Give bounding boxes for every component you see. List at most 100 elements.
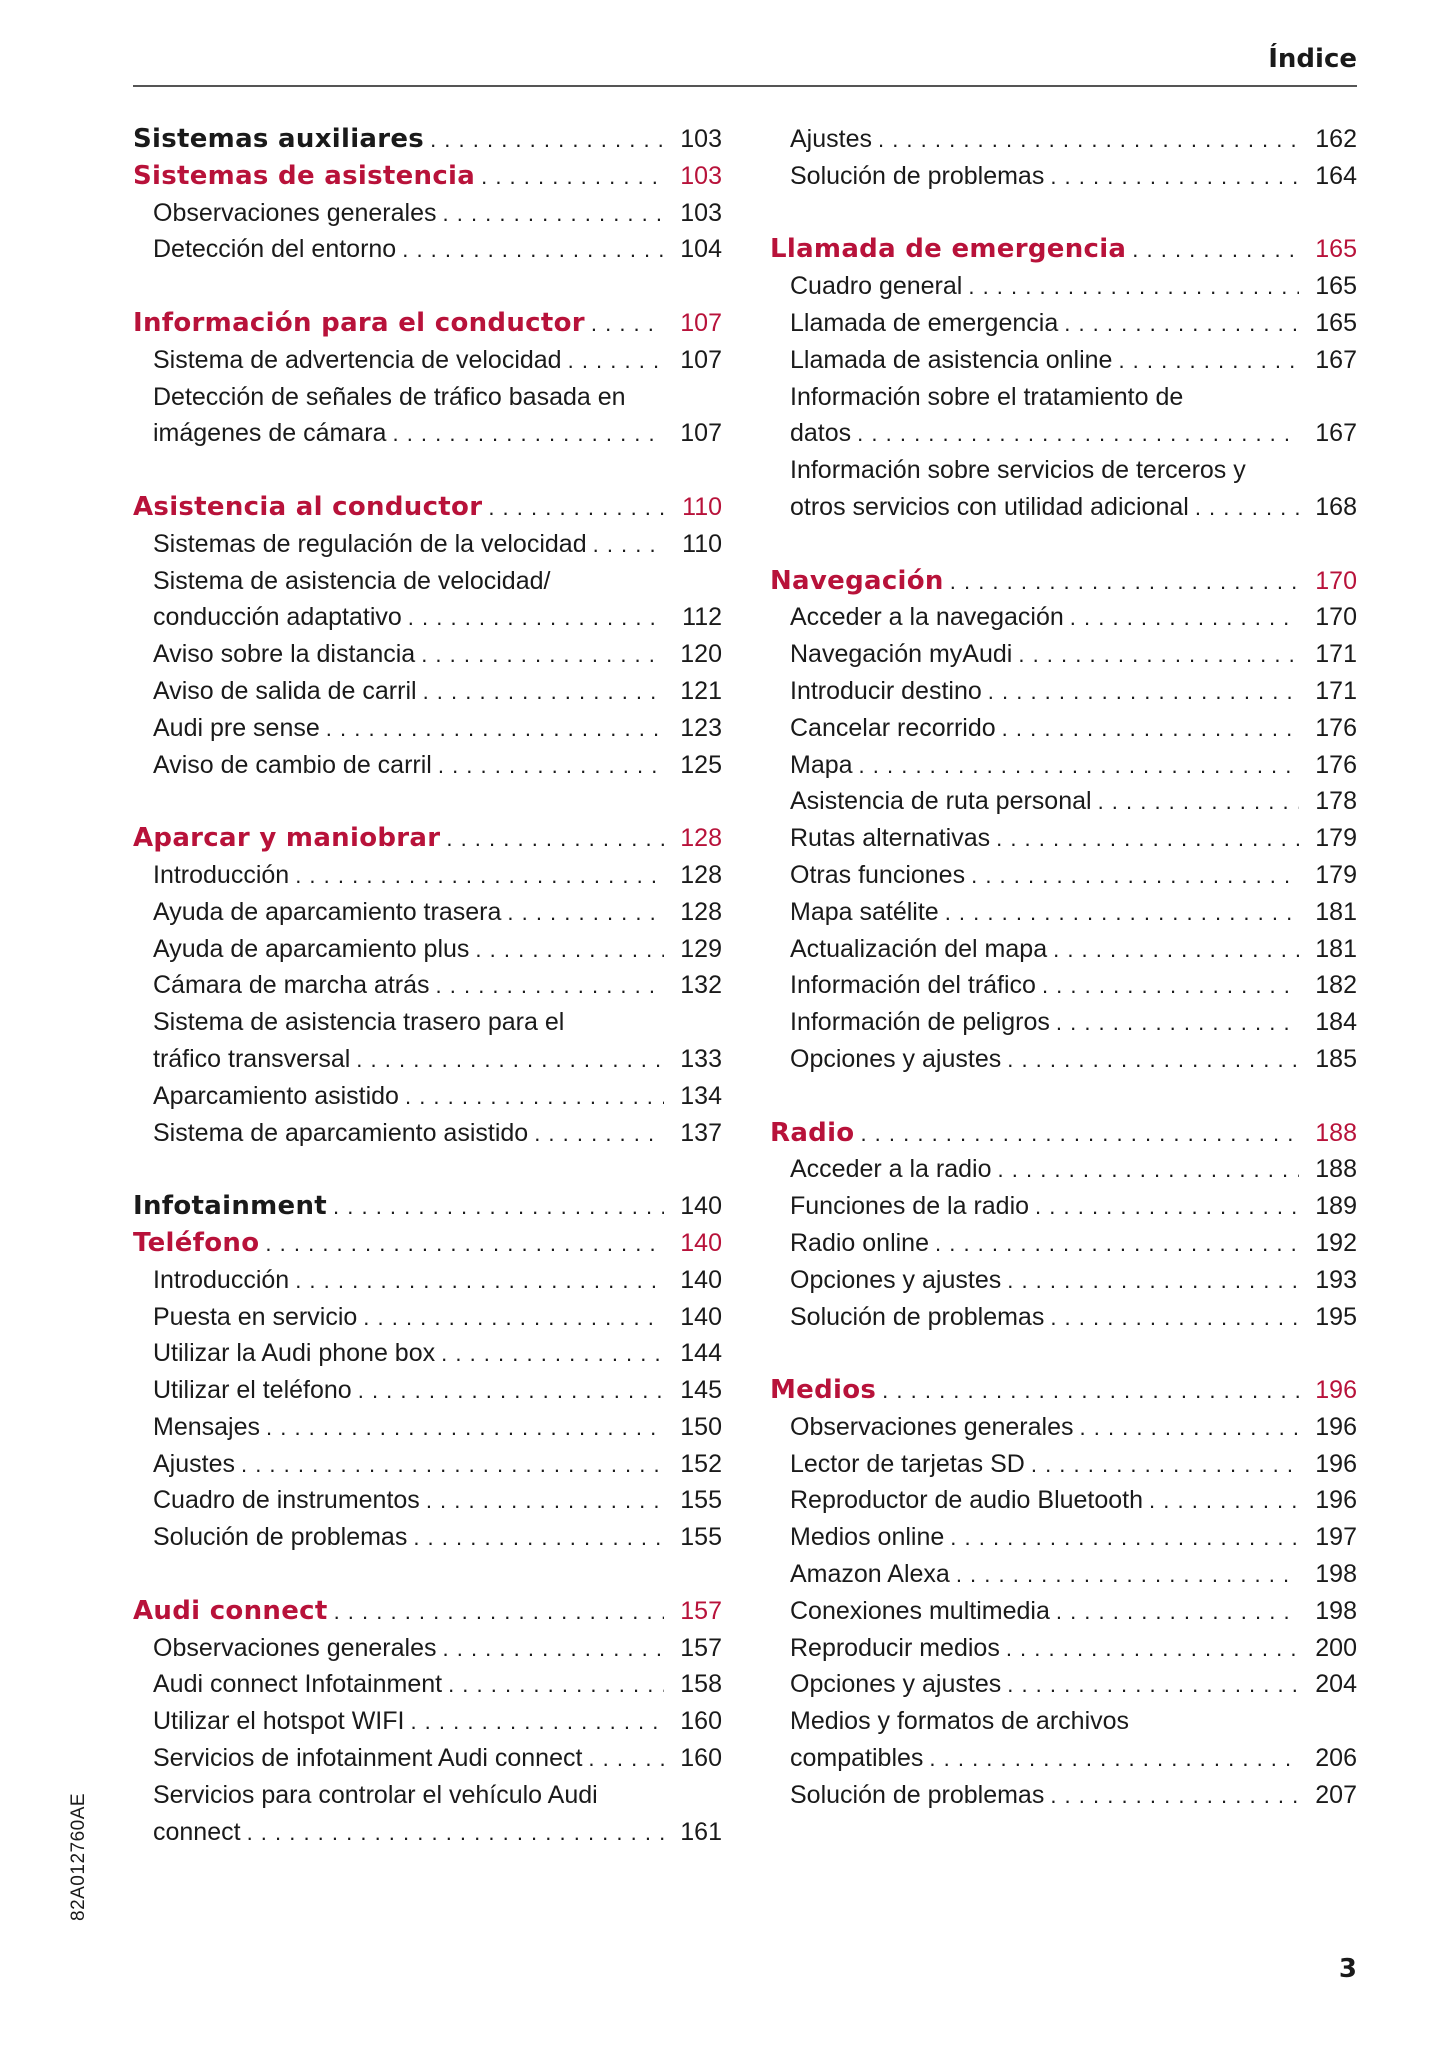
toc-item-entry[interactable]: Introducción 128 [133,857,722,894]
entry-page-number: 196 [1315,1486,1357,1515]
toc-item-entry-continued[interactable]: conducción adaptativo 112 [133,599,722,636]
toc-item-entry[interactable]: Opciones y ajustes 193 [770,1262,1357,1299]
toc-item-entry[interactable]: Reproductor de audio Bluetooth 196 [770,1482,1357,1519]
entry-page-number: 192 [1315,1228,1357,1257]
toc-item-entry[interactable]: Solución de problemas 207 [770,1777,1357,1814]
toc-item-entry[interactable]: Servicios de infotainment Audi connect 16… [133,1740,722,1777]
toc-item-entry[interactable]: Reproducir medios 200 [770,1630,1357,1667]
toc-section-entry[interactable]: Asistencia al conductor 110 [133,489,722,526]
toc-item-entry[interactable]: Detección del entorno 104 [133,231,722,268]
dot-leader [1007,1263,1299,1300]
dot-leader [1056,1005,1299,1042]
toc-item-entry[interactable]: Medios y formatos de archivos [770,1703,1357,1740]
toc-item-entry[interactable]: Utilizar la Audi phone box 144 [133,1335,722,1372]
toc-section-entry[interactable]: Navegación 170 [770,563,1357,600]
toc-item-entry[interactable]: Llamada de asistencia online 167 [770,342,1357,379]
toc-item-entry[interactable]: Ayuda de aparcamiento trasera 128 [133,894,722,931]
entry-page-number: 107 [680,345,722,374]
toc-item-entry-continued[interactable]: imágenes de cámara 107 [133,415,722,452]
dot-leader [241,1447,664,1484]
toc-item-entry[interactable]: Mapa satélite 181 [770,894,1357,931]
toc-item-entry[interactable]: Información sobre servicios de terceros … [770,452,1357,489]
toc-item-entry-continued[interactable]: connect 161 [133,1814,722,1851]
toc-item-entry[interactable]: Aparcamiento asistido 134 [133,1078,722,1115]
toc-section-entry[interactable]: Teléfono 140 [133,1225,722,1262]
toc-chapter-entry[interactable]: Infotainment 140 [133,1188,722,1225]
toc-item-entry[interactable]: Solución de problemas 195 [770,1299,1357,1336]
toc-item-entry[interactable]: Sistema de advertencia de velocidad 107 [133,342,722,379]
toc-item-entry-continued[interactable]: compatibles 206 [770,1740,1357,1777]
toc-item-entry[interactable]: Medios online 197 [770,1519,1357,1556]
toc-item-entry[interactable]: Introducción 140 [133,1262,722,1299]
toc-item-entry[interactable]: Amazon Alexa 198 [770,1556,1357,1593]
dot-leader [935,1226,1299,1263]
toc-item-entry[interactable]: Sistema de asistencia de velocidad/ [133,563,722,600]
entry-title: Ayuda de aparcamiento plus [153,934,470,963]
toc-item-entry[interactable]: Llamada de emergencia 165 [770,305,1357,342]
toc-section-entry[interactable]: Información para el conductor 107 [133,305,722,342]
toc-item-entry[interactable]: Sistema de asistencia trasero para el [133,1004,722,1041]
toc-item-entry[interactable]: Mapa 176 [770,747,1357,784]
toc-item-entry[interactable]: Utilizar el teléfono 145 [133,1372,722,1409]
toc-item-entry[interactable]: Actualización del mapa 181 [770,931,1357,968]
toc-item-entry[interactable]: Aviso sobre la distancia 120 [133,636,722,673]
toc-item-entry-continued[interactable]: tráfico transversal 133 [133,1041,722,1078]
toc-item-entry[interactable]: Utilizar el hotspot WIFI 160 [133,1703,722,1740]
entry-page-number: 121 [680,676,722,705]
toc-item-entry[interactable]: Solución de problemas 155 [133,1519,722,1556]
toc-item-entry[interactable]: Introducir destino 171 [770,673,1357,710]
toc-item-entry[interactable]: Puesta en servicio 140 [133,1299,722,1336]
toc-item-entry[interactable]: Opciones y ajustes 185 [770,1041,1357,1078]
toc-item-entry[interactable]: Cuadro de instrumentos 155 [133,1482,722,1519]
toc-section-entry[interactable]: Llamada de emergencia 165 [770,231,1357,268]
entry-title: Reproducir medios [790,1633,1000,1662]
toc-item-entry[interactable]: Aviso de salida de carril 121 [133,673,722,710]
toc-item-entry[interactable]: Sistemas de regulación de la velocidad 11… [133,526,722,563]
toc-item-entry[interactable]: Acceder a la navegación 170 [770,599,1357,636]
toc-section: Llamada de emergencia 165 Cuadro general 16… [770,231,1357,525]
toc-item-entry[interactable]: Sistema de aparcamiento asistido 137 [133,1115,722,1152]
toc-item-entry[interactable]: Otras funciones 179 [770,857,1357,894]
toc-item-entry[interactable]: Solución de problemas 164 [770,158,1357,195]
toc-item-entry-continued[interactable]: datos 167 [770,415,1357,452]
toc-item-entry[interactable]: Ajustes 152 [133,1446,722,1483]
toc-item-entry[interactable]: Radio online 192 [770,1225,1357,1262]
toc-item-entry[interactable]: Audi connect Infotainment 158 [133,1666,722,1703]
entry-page-number: 189 [1315,1192,1357,1221]
toc-item-entry[interactable]: Observaciones generales 103 [133,195,722,232]
toc-section-entry[interactable]: Aparcar y maniobrar 128 [133,820,722,857]
toc-item-entry[interactable]: Información sobre el tratamiento de [770,379,1357,416]
toc-item-entry[interactable]: Servicios para controlar el vehículo Aud… [133,1777,722,1814]
toc-item-entry[interactable]: Observaciones generales 157 [133,1630,722,1667]
toc-item-entry[interactable]: Navegación myAudi 171 [770,636,1357,673]
toc-item-entry[interactable]: Funciones de la radio 189 [770,1188,1357,1225]
toc-item-entry[interactable]: Lector de tarjetas SD 196 [770,1446,1357,1483]
toc-item-entry[interactable]: Aviso de cambio de carril 125 [133,747,722,784]
toc-item-entry[interactable]: Audi pre sense 123 [133,710,722,747]
toc-item-entry[interactable]: Acceder a la radio 188 [770,1151,1357,1188]
toc-item-entry[interactable]: Información de peligros 184 [770,1004,1357,1041]
toc-section-entry[interactable]: Medios 196 [770,1372,1357,1409]
toc-item-entry[interactable]: Cancelar recorrido 176 [770,710,1357,747]
toc-item-entry[interactable]: Cuadro general 165 [770,268,1357,305]
toc-item-entry[interactable]: Mensajes 150 [133,1409,722,1446]
toc-section-entry[interactable]: Audi connect 157 [133,1593,722,1630]
toc-item-entry[interactable]: Ayuda de aparcamiento plus 129 [133,931,722,968]
entry-title: Acceder a la navegación [790,603,1064,632]
entry-page-number: 206 [1315,1744,1357,1773]
toc-item-entry[interactable]: Ajustes 162 [770,121,1357,158]
entry-page-number: 165 [1315,235,1357,264]
toc-chapter-entry[interactable]: Sistemas auxiliares 103 [133,121,722,158]
toc-item-entry[interactable]: Información del tráfico 182 [770,967,1357,1004]
toc-item-entry[interactable]: Observaciones generales 196 [770,1409,1357,1446]
toc-item-entry[interactable]: Opciones y ajustes 204 [770,1666,1357,1703]
toc-item-entry-continued[interactable]: otros servicios con utilidad adicional 16… [770,489,1357,526]
toc-item-entry[interactable]: Rutas alternativas 179 [770,820,1357,857]
toc-item-entry[interactable]: Detección de señales de tráfico basada e… [133,379,722,416]
toc-section-entry[interactable]: Radio 188 [770,1115,1357,1152]
toc-item-entry[interactable]: Cámara de marcha atrás 132 [133,967,722,1004]
toc-item-entry[interactable]: Conexiones multimedia 198 [770,1593,1357,1630]
entry-page-number: 134 [680,1081,722,1110]
toc-item-entry[interactable]: Asistencia de ruta personal 178 [770,783,1357,820]
toc-section-entry[interactable]: Sistemas de asistencia 103 [133,158,722,195]
